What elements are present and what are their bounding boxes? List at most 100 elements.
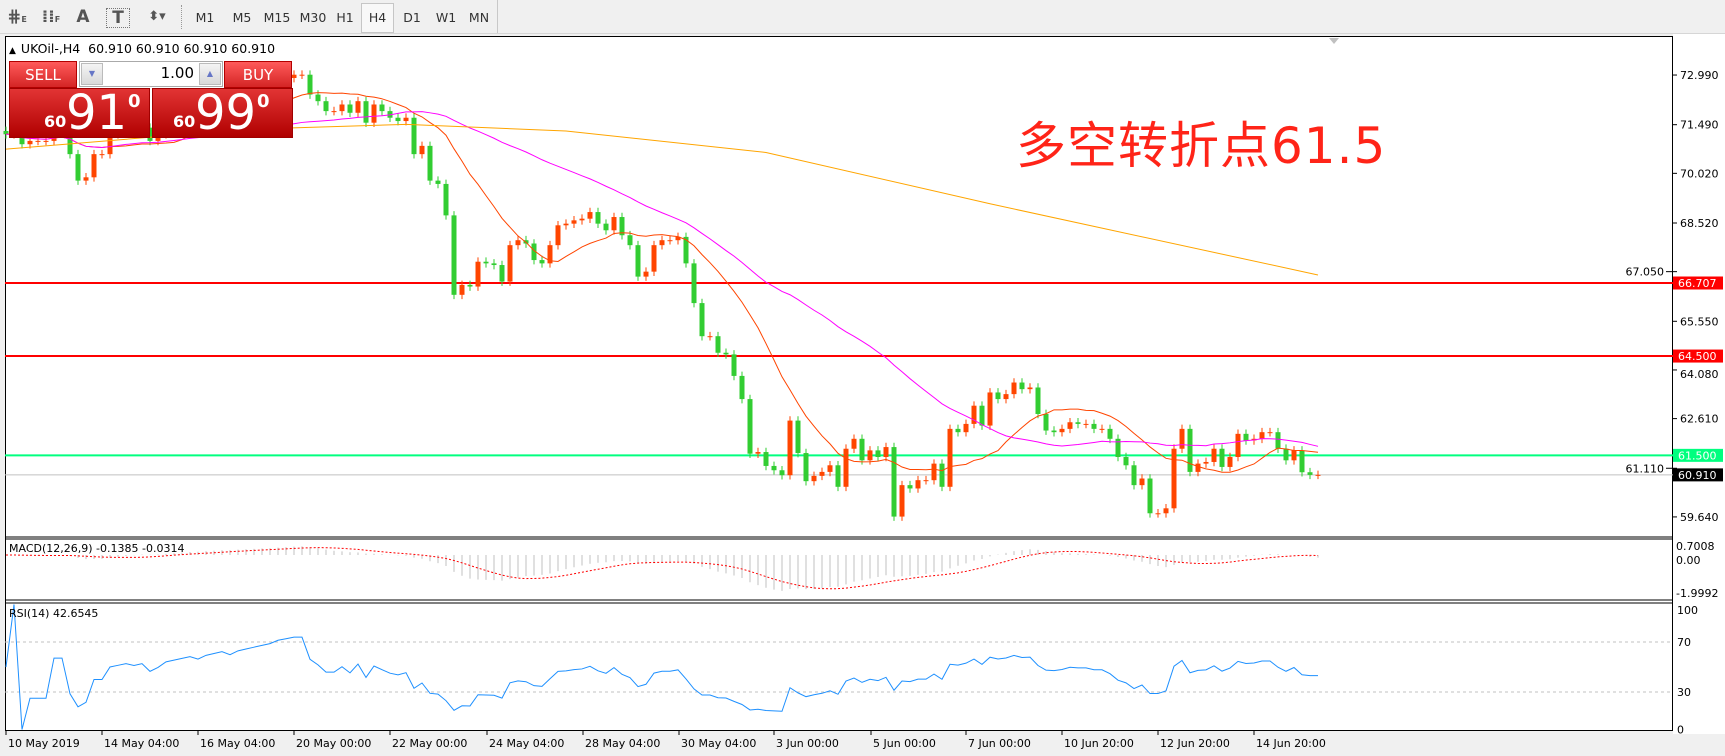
- candle-body: [1299, 450, 1305, 473]
- crosshair-grid-icon[interactable]: ⋕E: [7, 7, 27, 27]
- candle-body: [443, 183, 449, 216]
- time-tick-label: 20 May 00:00: [296, 737, 371, 750]
- buy-price-main: 99: [195, 85, 257, 141]
- time-tick-label: 14 May 04:00: [104, 737, 179, 750]
- candle: [819, 467, 825, 481]
- macd-label: MACD(12,26,9) -0.1385 -0.0314: [9, 542, 184, 555]
- candle: [355, 96, 361, 118]
- arrows-icon[interactable]: ⬍▾: [148, 9, 166, 24]
- time-tick-label: 5 Jun 00:00: [873, 737, 936, 750]
- candle-body: [323, 101, 329, 112]
- candle-body: [1027, 387, 1033, 390]
- text-label-icon[interactable]: T: [106, 8, 130, 28]
- timeframe-h4[interactable]: H4: [361, 3, 394, 33]
- candle-body: [1099, 428, 1105, 430]
- candle: [1131, 460, 1137, 490]
- rsi-label: RSI(14) 42.6545: [9, 607, 98, 620]
- candle-body: [963, 423, 969, 433]
- price-tick-label: 59.640: [1680, 511, 1719, 524]
- timeframe-w1[interactable]: W1: [435, 10, 457, 25]
- rsi-line: [5, 604, 1318, 730]
- lot-size-stepper[interactable]: ▼ 1.00 ▲: [79, 61, 223, 87]
- candle: [467, 280, 473, 291]
- candle: [1139, 474, 1145, 490]
- candle-body: [763, 452, 769, 466]
- increase-lot-button[interactable]: ▲: [199, 63, 221, 85]
- candle: [627, 230, 633, 250]
- candle-body: [1227, 457, 1233, 467]
- candle: [1211, 444, 1217, 467]
- candle-body: [1179, 428, 1185, 449]
- buy-button[interactable]: BUY: [224, 61, 292, 88]
- candle: [555, 221, 561, 250]
- candle: [755, 447, 761, 458]
- timeframe-m15[interactable]: M15: [263, 10, 291, 25]
- price-tick-label: 64.080: [1680, 368, 1719, 381]
- candle-body: [883, 447, 889, 458]
- sell-button[interactable]: SELL: [9, 61, 77, 88]
- collapse-triangle-icon[interactable]: ▲: [9, 46, 16, 56]
- chart-window[interactable]: [5, 36, 1673, 731]
- candle-body: [347, 104, 353, 113]
- timeframe-m30[interactable]: M30: [299, 10, 327, 25]
- candle: [435, 176, 441, 189]
- price-marker-box: [1673, 448, 1723, 462]
- grid-icon[interactable]: ⁞⁞F: [41, 7, 61, 27]
- candle-body: [1275, 432, 1281, 449]
- candle: [1035, 383, 1041, 419]
- sell-price-prefix: 60: [44, 112, 67, 131]
- candle-body: [851, 438, 857, 449]
- timeframe-m5[interactable]: M5: [232, 10, 252, 25]
- text-icon[interactable]: A: [76, 7, 90, 27]
- candle-body: [435, 180, 441, 184]
- rsi-tick-label: 100: [1677, 604, 1698, 617]
- toolbar-separator: [181, 5, 184, 29]
- candle: [739, 371, 745, 404]
- candle-body: [1043, 413, 1049, 431]
- candle-body: [755, 452, 761, 454]
- candle: [1075, 417, 1081, 429]
- candle: [1219, 444, 1225, 472]
- candle: [339, 100, 345, 116]
- candle-body: [299, 74, 305, 76]
- candle-body: [739, 375, 745, 400]
- sell-price[interactable]: 60 91 0: [9, 85, 150, 141]
- candle: [547, 240, 553, 268]
- drawing-tools: ⋕E ⁞⁞F A T ⬍▾ M1 M5 M15 M30 H1 H4 D1 W1 MN: [0, 0, 498, 33]
- price-tick-label: 61.110: [1626, 462, 1665, 475]
- candle: [371, 100, 377, 127]
- candle-body: [1219, 448, 1225, 467]
- timeframe-d1[interactable]: D1: [403, 10, 421, 25]
- candle: [715, 331, 721, 358]
- decrease-lot-button[interactable]: ▼: [81, 63, 103, 85]
- time-tick-label: 10 May 2019: [8, 737, 80, 750]
- candle: [771, 461, 777, 475]
- candle-body: [923, 480, 929, 482]
- buy-price[interactable]: 60 99 0: [152, 85, 293, 141]
- candle-body: [659, 240, 665, 246]
- timeframe-m1[interactable]: M1: [195, 10, 215, 25]
- candle-body: [1155, 513, 1161, 515]
- candle: [459, 280, 465, 300]
- candle-body: [899, 485, 905, 517]
- rsi-tick-label: 0: [1677, 724, 1684, 737]
- candle-body: [771, 465, 777, 471]
- ohlc-values: 60.910 60.910 60.910 60.910: [88, 41, 276, 56]
- candle: [419, 141, 425, 159]
- candle: [947, 424, 953, 492]
- candle: [299, 70, 305, 80]
- candle-body: [1059, 428, 1065, 433]
- candle: [803, 448, 809, 486]
- candle-body: [707, 336, 713, 338]
- candle: [587, 207, 593, 223]
- candle: [923, 475, 929, 485]
- candle-body: [1307, 472, 1313, 475]
- candle-body: [931, 463, 937, 481]
- candle: [579, 214, 585, 225]
- lot-size-input[interactable]: 1.00: [160, 64, 194, 82]
- candle: [1123, 452, 1129, 470]
- candle-body: [1083, 423, 1089, 425]
- timeframe-mn[interactable]: MN: [468, 10, 490, 25]
- timeframe-h1[interactable]: H1: [336, 10, 354, 25]
- price-tick-label: 72.990: [1680, 69, 1719, 82]
